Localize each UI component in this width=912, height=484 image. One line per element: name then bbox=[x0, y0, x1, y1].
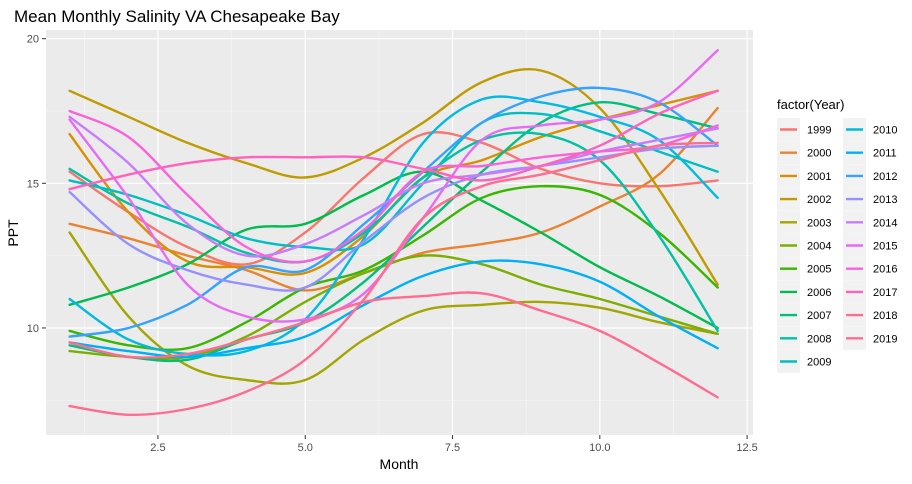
legend-item-2016: 2016 bbox=[843, 257, 897, 281]
x-tick-label: 12.5 bbox=[736, 442, 757, 454]
legend-item-1999: 1999 bbox=[777, 118, 831, 141]
legend-item-2004: 2004 bbox=[777, 234, 831, 257]
legend-label: 2009 bbox=[807, 357, 831, 369]
legend-label: 2001 bbox=[807, 171, 831, 183]
legend-item-2015: 2015 bbox=[843, 234, 897, 257]
x-axis-label: Month bbox=[380, 456, 419, 472]
legend-label: 2015 bbox=[873, 241, 897, 253]
chart-title: Mean Monthly Salinity VA Chesapeake Bay bbox=[14, 7, 340, 26]
x-tick-label: 2.5 bbox=[150, 442, 165, 454]
y-axis-label: PPT bbox=[5, 219, 21, 247]
legend-label: 2005 bbox=[807, 264, 831, 276]
y-tick-label: 10 bbox=[27, 323, 39, 335]
legend-label: 2014 bbox=[873, 217, 897, 229]
legend-label: 2016 bbox=[873, 264, 897, 276]
x-tick-label: 5.0 bbox=[298, 442, 313, 454]
series-line-2013 bbox=[68, 144, 719, 292]
x-tick-label: 7.5 bbox=[445, 442, 460, 454]
legend-label: 2004 bbox=[807, 241, 831, 253]
legend-item-2017: 2017 bbox=[843, 280, 897, 304]
legend-item-2012: 2012 bbox=[843, 164, 897, 188]
legend-label: 2007 bbox=[807, 310, 831, 322]
legend-title: factor(Year) bbox=[777, 97, 844, 112]
legend-label: 2017 bbox=[873, 287, 897, 299]
series-line-2019 bbox=[68, 141, 719, 417]
legend-item-2009: 2009 bbox=[777, 350, 831, 373]
legend-item-2014: 2014 bbox=[843, 210, 897, 234]
legend-label: 2003 bbox=[807, 217, 831, 229]
x-tick-label: 10.0 bbox=[589, 442, 610, 454]
series-line-2016 bbox=[68, 109, 719, 264]
legend-item-2011: 2011 bbox=[843, 141, 897, 165]
series-line-1999 bbox=[68, 131, 719, 266]
legend-label: 1999 bbox=[807, 125, 831, 137]
x-axis: 2.5 5.0 7.5 10.0 12.5 bbox=[150, 435, 758, 454]
legend-items: 1999 2000 2001 2002 2003 2004 2005 2006 2007 2008… bbox=[777, 118, 897, 373]
series-line-2009 bbox=[68, 111, 719, 252]
legend-label: 2011 bbox=[873, 148, 897, 160]
series-line-2017 bbox=[68, 89, 719, 191]
legend-item-2018: 2018 bbox=[843, 303, 897, 327]
legend-label: 2000 bbox=[807, 148, 831, 160]
legend-item-2000: 2000 bbox=[777, 141, 831, 165]
series-line-2018 bbox=[68, 291, 719, 399]
legend-label: 2012 bbox=[873, 171, 897, 183]
legend-label: 2013 bbox=[873, 194, 897, 206]
legend-item-2019: 2019 bbox=[843, 326, 897, 350]
legend-item-2010: 2010 bbox=[843, 118, 897, 141]
series-line-2008 bbox=[68, 131, 719, 333]
plot-panel bbox=[46, 30, 753, 435]
legend-label: 2006 bbox=[807, 287, 831, 299]
legend-label: 2018 bbox=[873, 310, 897, 322]
legend-item-2002: 2002 bbox=[777, 187, 831, 211]
legend-item-2008: 2008 bbox=[777, 326, 831, 350]
legend-label: 2008 bbox=[807, 333, 831, 345]
y-axis: 10 15 20 bbox=[27, 34, 46, 335]
series-lines bbox=[68, 49, 719, 417]
legend-item-2001: 2001 bbox=[777, 164, 831, 188]
legend-label: 2010 bbox=[873, 125, 897, 137]
y-tick-label: 15 bbox=[27, 178, 39, 190]
legend-item-2005: 2005 bbox=[777, 257, 831, 281]
legend-item-2006: 2006 bbox=[777, 280, 831, 304]
series-line-2011 bbox=[68, 259, 719, 359]
legend-item-2003: 2003 bbox=[777, 210, 831, 234]
y-tick-label: 20 bbox=[27, 34, 39, 46]
legend-label: 2002 bbox=[807, 194, 831, 206]
legend: factor(Year) 1999 2000 2001 2002 2003 2004 200… bbox=[777, 97, 897, 373]
series-line-2006 bbox=[68, 170, 719, 330]
legend-label: 2019 bbox=[873, 333, 897, 345]
legend-item-2007: 2007 bbox=[777, 303, 831, 327]
legend-item-2013: 2013 bbox=[843, 187, 897, 211]
